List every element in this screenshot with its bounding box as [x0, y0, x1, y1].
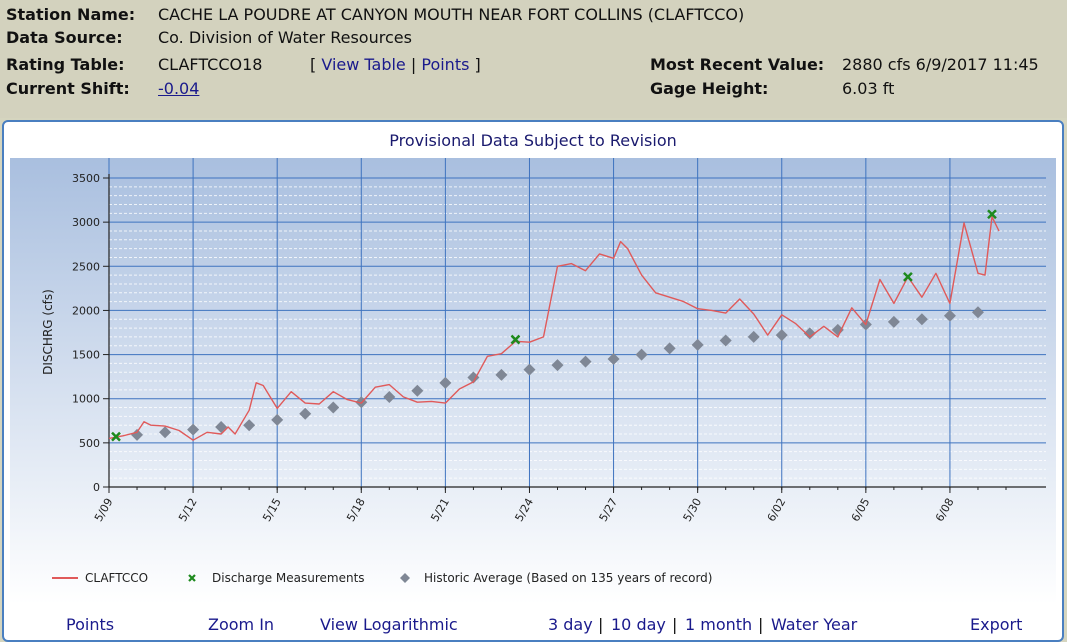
data-source-label: Data Source:	[6, 28, 123, 47]
legend-x-swatch	[188, 574, 196, 582]
y-tick-label: 1000	[72, 393, 100, 406]
historic-average-point	[271, 413, 284, 426]
claftcco-line	[108, 216, 1000, 441]
station-name: CACHE LA POUDRE AT CANYON MOUTH NEAR FOR…	[158, 5, 745, 24]
current-shift-link[interactable]: -0.04	[158, 79, 200, 98]
historic-average-point	[831, 323, 844, 336]
view-table-link[interactable]: View Table	[321, 55, 406, 74]
most-recent-value: 2880 cfs 6/9/2017 11:45	[842, 55, 1039, 74]
discharge-measurement-point	[510, 334, 521, 345]
range-separator: |	[598, 615, 604, 634]
legend-diamond-swatch	[400, 573, 410, 583]
historic-average-point	[719, 334, 732, 347]
historic-average-point	[495, 368, 508, 381]
y-tick-label: 0	[93, 481, 100, 494]
legend: CLAFTCCO Discharge Measurements Historic A…	[52, 571, 712, 585]
y-tick-label: 2500	[72, 260, 100, 273]
historic-average-point	[579, 355, 592, 368]
historic-average-point	[551, 359, 564, 372]
range-3-day-button[interactable]: 3 day	[548, 615, 593, 634]
historic-average-point	[467, 371, 480, 384]
y-axis-label: DISCHRG (cfs)	[41, 289, 55, 375]
y-tick-label: 500	[79, 437, 100, 450]
historic-average-point	[383, 390, 396, 403]
gage-height-value: 6.03 ft	[842, 79, 895, 98]
points-button[interactable]: Points	[66, 615, 115, 634]
historic-average-point	[299, 407, 312, 420]
historic-average-point	[243, 419, 256, 432]
gage-height-label: Gage Height:	[650, 79, 769, 98]
historic-average-point	[915, 313, 928, 326]
historic-average-point	[439, 376, 452, 389]
discharge-measurement-point	[987, 209, 997, 220]
historic-average-point	[635, 348, 648, 361]
data-source: Co. Division of Water Resources	[158, 28, 412, 47]
rating-table: CLAFTCCO18	[158, 55, 263, 74]
historic-average-point	[971, 306, 984, 319]
legend-label: Discharge Measurements	[212, 571, 365, 585]
historic-average-point	[159, 426, 172, 439]
historic-average-point	[691, 338, 704, 351]
historic-average-point	[131, 428, 144, 441]
historic-average-point	[887, 315, 900, 328]
station-name-label: Station Name:	[6, 5, 136, 24]
series-layer[interactable]	[108, 209, 1000, 442]
range-10-day-button[interactable]: 10 day	[611, 615, 666, 634]
points-link[interactable]: Points	[421, 55, 470, 74]
y-tick-label: 3000	[72, 216, 100, 229]
bracket-close: ]	[474, 55, 481, 74]
bracket-open: [	[310, 55, 317, 74]
legend-label: Historic Average (Based on 135 years of …	[424, 571, 712, 585]
historic-average-point	[775, 329, 788, 342]
current-shift-label: Current Shift:	[6, 79, 130, 98]
chart-toolbar: Points Zoom In View Logarithmic 3 day | …	[0, 604, 1067, 642]
legend-label: CLAFTCCO	[85, 571, 148, 585]
view-logarithmic-button[interactable]: View Logarithmic	[320, 615, 458, 634]
range-separator: |	[758, 615, 764, 634]
link-separator: |	[410, 55, 417, 74]
historic-average-point	[411, 384, 424, 397]
station-info-panel: Station Name: CACHE LA POUDRE AT CANYON …	[0, 0, 1067, 118]
historic-average-point	[943, 309, 956, 322]
discharge-measurement-point	[111, 431, 121, 442]
zoom-in-button[interactable]: Zoom In	[208, 615, 275, 634]
historic-average-point	[215, 420, 228, 433]
historic-average-point	[803, 327, 816, 340]
export-button[interactable]: Export	[970, 615, 1023, 634]
y-tick-label: 3500	[72, 172, 100, 185]
most-recent-label: Most Recent Value:	[650, 55, 825, 74]
range-1-month-button[interactable]: 1 month	[685, 615, 753, 634]
range-separator: |	[672, 615, 678, 634]
y-tick-label: 1500	[72, 349, 100, 362]
historic-average-point	[607, 352, 620, 365]
discharge-chart: Provisional Data Subject to Revision 0 50…	[10, 131, 1056, 604]
historic-average-point	[523, 363, 536, 376]
grid-lines	[108, 158, 1046, 488]
historic-average-point	[747, 330, 760, 343]
rating-table-label: Rating Table:	[6, 55, 125, 74]
range-water-year-button[interactable]: Water Year	[771, 615, 858, 634]
historic-average-point	[327, 401, 340, 414]
discharge-measurement-point	[903, 271, 913, 282]
historic-average-point	[663, 342, 676, 355]
y-tick-label: 2000	[72, 304, 100, 317]
historic-average-point	[187, 423, 200, 436]
chart-title: Provisional Data Subject to Revision	[389, 131, 677, 150]
rating-links: [ View Table | Points ]	[310, 55, 481, 74]
